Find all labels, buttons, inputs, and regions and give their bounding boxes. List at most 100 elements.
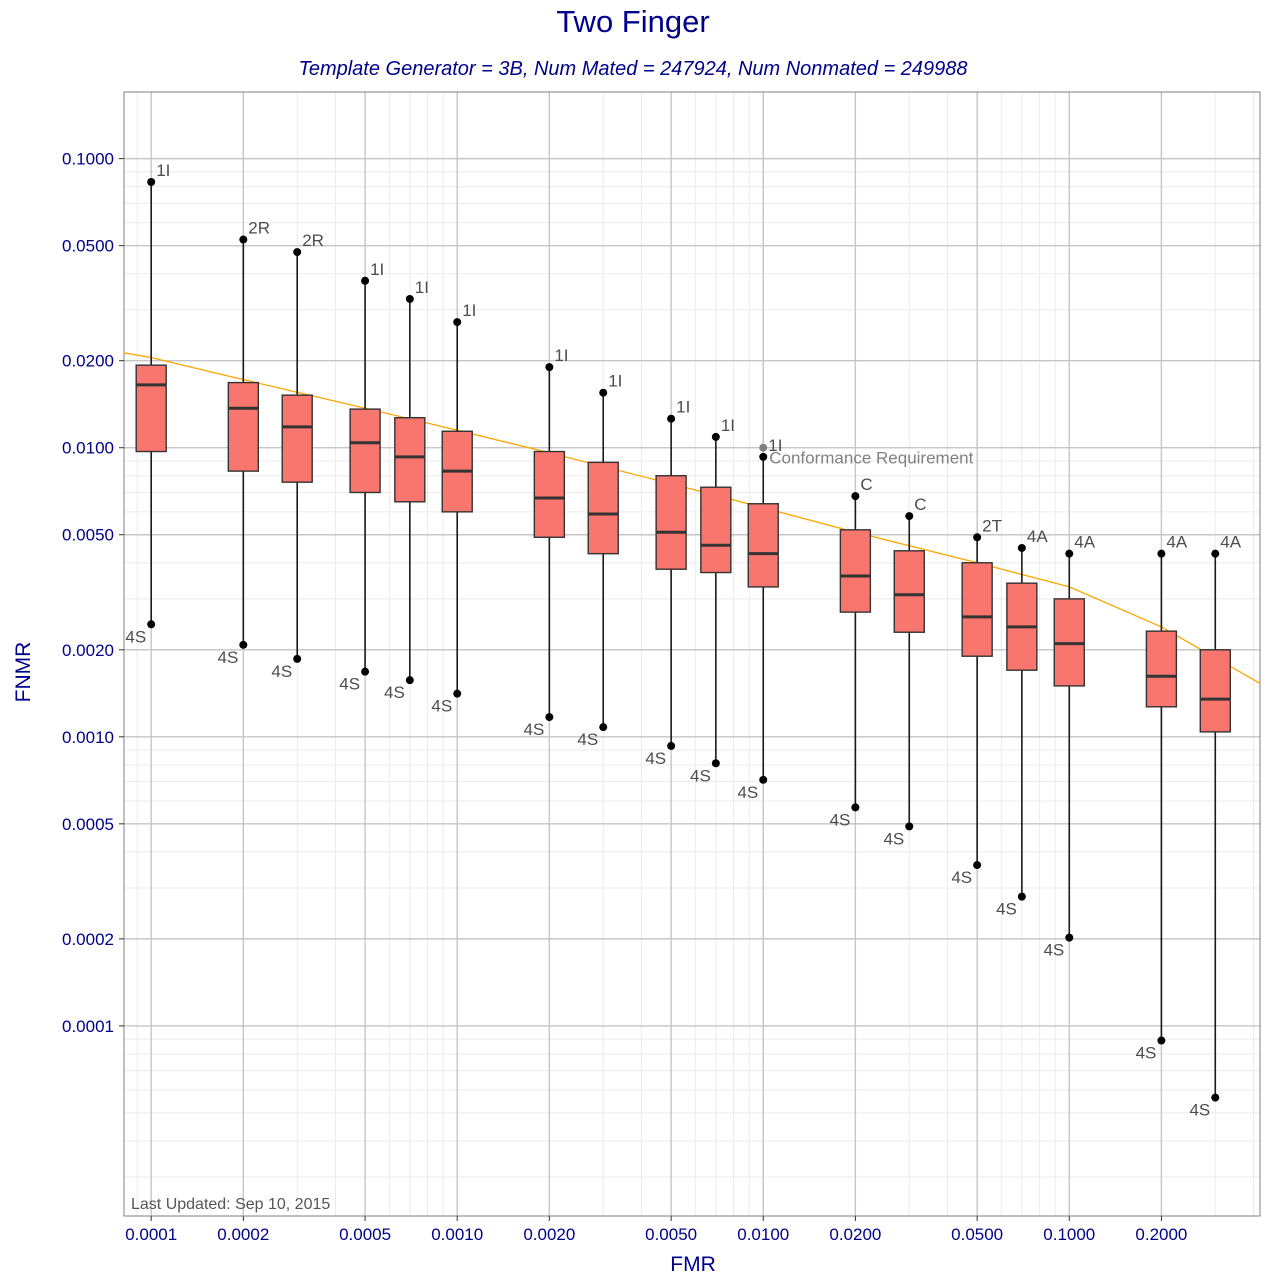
box-iqr: [893, 550, 925, 633]
box-high-label: 1I: [370, 260, 384, 279]
box-high-point: [1017, 543, 1026, 552]
box-iqr: [747, 503, 779, 588]
y-tick-label: 0.0100: [62, 439, 114, 458]
box-high-label: 1I: [721, 416, 735, 435]
box-low-label: 4S: [218, 648, 239, 667]
x-tick-label: 0.0200: [829, 1225, 881, 1244]
box-low-label: 4S: [996, 900, 1017, 919]
box-low-label: 4S: [883, 829, 904, 848]
x-tick-label: 0.0002: [217, 1225, 269, 1244]
box-low-point: [361, 667, 370, 676]
box-low-label: 4S: [271, 662, 292, 681]
box-low-point: [599, 723, 608, 732]
x-axis-title: FMR: [670, 1253, 716, 1276]
y-tick-label: 0.0001: [62, 1017, 114, 1036]
box-low-point: [667, 741, 676, 750]
box-high-point: [147, 178, 156, 187]
box-high-point: [293, 248, 302, 257]
box-low-label: 4S: [951, 868, 972, 887]
chart-subtitle: Template Generator = 3B, Num Mated = 247…: [298, 58, 968, 80]
last-updated-note: Last Updated: Sep 10, 2015: [131, 1196, 331, 1213]
box-high-point: [1157, 549, 1166, 558]
box-high-label: 2R: [302, 231, 324, 250]
box-low-label: 4S: [524, 720, 545, 739]
box-high-label: C: [914, 495, 926, 514]
box-high-label: 4A: [1027, 527, 1048, 546]
box-iqr: [700, 486, 732, 574]
box-high-point: [1065, 549, 1074, 558]
box-high-point: [361, 276, 370, 285]
box-high-point: [973, 533, 982, 542]
box-high-point: [599, 388, 608, 397]
box-high-point: [711, 432, 720, 441]
y-tick-label: 0.1000: [62, 150, 114, 169]
box-high-label: 1I: [156, 161, 170, 180]
box-iqr: [349, 408, 381, 494]
box-low-point: [1017, 892, 1026, 901]
y-tick-label: 0.0500: [62, 237, 114, 256]
box-high-point: [759, 452, 768, 461]
box-low-point: [1211, 1093, 1220, 1102]
box-high-point: [239, 235, 248, 244]
box-low-point: [973, 861, 982, 870]
box-iqr: [587, 461, 619, 555]
box-high-label: 1I: [608, 372, 622, 391]
box-low-point: [147, 620, 156, 629]
box-low-label: 4S: [577, 730, 598, 749]
box-high-label: 4A: [1166, 533, 1187, 552]
box-high-label: C: [860, 475, 872, 494]
y-tick-label: 0.0050: [62, 526, 114, 545]
box-high-point: [405, 294, 414, 303]
box-low-label: 4S: [125, 627, 146, 646]
box-low-label: 4S: [1043, 941, 1064, 960]
requirement-point: [759, 443, 768, 452]
y-tick-label: 0.0002: [62, 930, 114, 949]
x-tick-label: 0.0005: [339, 1225, 391, 1244]
box-iqr: [655, 475, 687, 570]
y-tick-label: 0.0005: [62, 815, 114, 834]
box-high-label: 1I: [554, 346, 568, 365]
box-high-point: [453, 318, 462, 327]
box-low-point: [851, 803, 860, 812]
y-tick-label: 0.0020: [62, 641, 114, 660]
box-high-label: 2R: [248, 219, 270, 238]
box-high-label: 1I: [415, 278, 429, 297]
conformance-requirement-label: Conformance Requirement: [769, 449, 973, 468]
panel-border: [123, 91, 1261, 1217]
box-iqr: [961, 562, 993, 657]
box-high-label: 4A: [1220, 533, 1241, 552]
box-iqr: [394, 417, 426, 503]
box-low-label: 4S: [645, 749, 666, 768]
y-tick-label: 0.0200: [62, 352, 114, 371]
x-tick-label: 0.0001: [125, 1225, 177, 1244]
box-iqr: [839, 529, 872, 613]
box-low-point: [293, 654, 302, 663]
box-low-point: [1065, 933, 1074, 942]
x-tick-label: 0.2000: [1135, 1225, 1187, 1244]
box-high-label: 1I: [676, 398, 690, 417]
box-low-label: 4S: [1189, 1101, 1210, 1120]
box-iqr: [533, 450, 566, 538]
box-high-label: 2T: [982, 516, 1002, 535]
box-low-point: [759, 775, 768, 784]
box-low-label: 4S: [431, 697, 452, 716]
box-low-point: [905, 822, 914, 831]
box-low-label: 4S: [830, 810, 851, 829]
box-iqr: [1199, 649, 1231, 733]
box-low-point: [453, 689, 462, 698]
box-iqr: [227, 381, 260, 472]
x-tick-label: 0.0500: [951, 1225, 1003, 1244]
box-low-label: 4S: [690, 766, 711, 785]
box-low-point: [711, 759, 720, 768]
box-high-point: [545, 363, 554, 372]
x-tick-label: 0.0050: [645, 1225, 697, 1244]
x-tick-label: 0.0100: [737, 1225, 789, 1244]
x-tick-label: 0.0010: [431, 1225, 483, 1244]
box-iqr: [1145, 630, 1178, 708]
x-tick-label: 0.0020: [523, 1225, 575, 1244]
box-low-point: [405, 676, 414, 685]
box-high-point: [667, 414, 676, 423]
chart-title: Two Finger: [556, 4, 710, 39]
box-high-point: [1211, 549, 1220, 558]
